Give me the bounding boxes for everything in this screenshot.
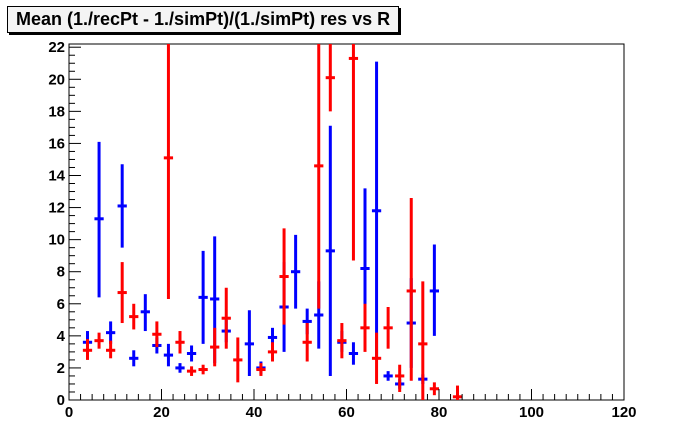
- x-tick-label: 0: [65, 404, 73, 421]
- x-tick-label: 100: [519, 404, 544, 421]
- y-tick-label: 18: [48, 103, 65, 120]
- x-tick-label: 60: [338, 404, 355, 421]
- chart-title: Mean (1./recPt - 1./simPt)/(1./simPt) re…: [7, 6, 400, 33]
- series-blue: [82, 61, 439, 389]
- y-tick-label: 12: [48, 200, 65, 217]
- y-tick-label: 0: [57, 392, 65, 409]
- y-tick-label: 4: [57, 328, 66, 345]
- y-tick-label: 16: [48, 135, 65, 152]
- x-tick-label: 40: [246, 404, 263, 421]
- y-tick-label: 22: [48, 39, 65, 56]
- y-tick-label: 20: [48, 71, 65, 88]
- x-tick-label: 20: [153, 404, 170, 421]
- y-tick-label: 2: [57, 360, 65, 377]
- x-tick-label: 120: [611, 404, 636, 421]
- series-red: [82, 44, 463, 400]
- y-tick-label: 6: [57, 296, 65, 313]
- y-tick-label: 8: [57, 264, 65, 281]
- x-tick-label: 80: [431, 404, 448, 421]
- y-tick-label: 14: [48, 167, 65, 184]
- y-tick-label: 10: [48, 232, 65, 249]
